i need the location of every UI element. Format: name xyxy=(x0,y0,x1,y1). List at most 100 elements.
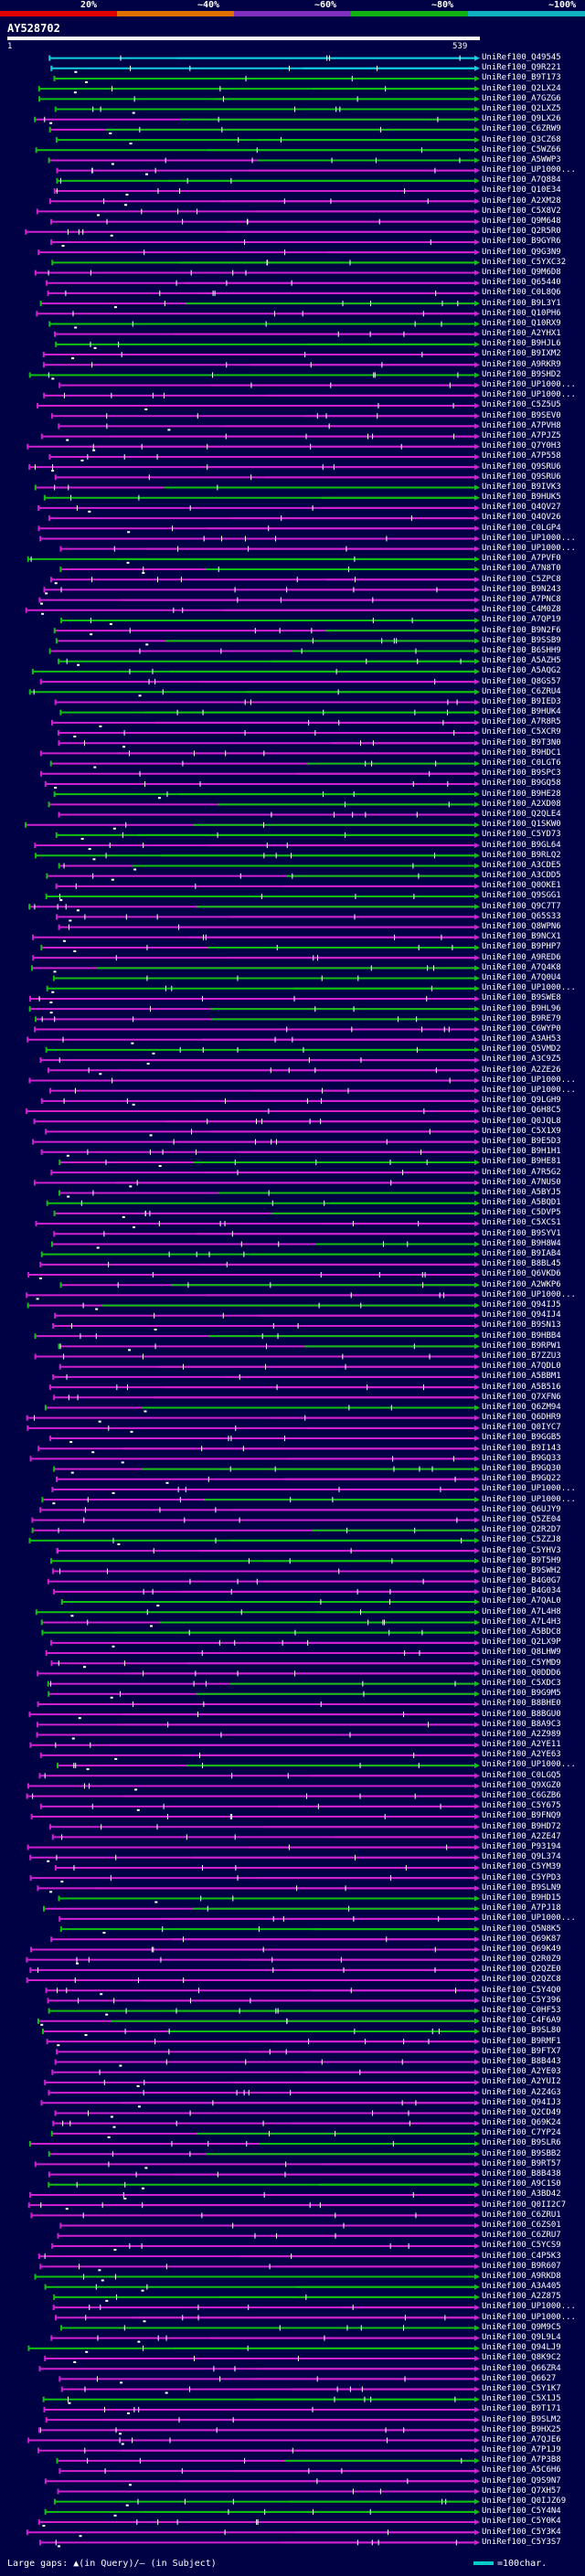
hit-label[interactable]: UniRef100_Q2CD49 xyxy=(482,2107,561,2117)
hit-label[interactable]: UniRef100_C5XCR9 xyxy=(482,727,561,737)
hit-label[interactable]: UniRef100_Q0OKE1 xyxy=(482,881,561,891)
hit-label[interactable]: UniRef100_Q0DDD6 xyxy=(482,1668,561,1678)
hit-label[interactable]: UniRef100_A2YHX1 xyxy=(482,329,561,339)
hit-label[interactable]: UniRef100_B9GL64 xyxy=(482,840,561,850)
hit-label[interactable]: UniRef100_B9NCX1 xyxy=(482,932,561,942)
hit-label[interactable]: UniRef100_A7GZG6 xyxy=(482,93,561,103)
hit-label[interactable]: UniRef100_Q9L9L4 xyxy=(482,2333,561,2343)
hit-label[interactable]: UniRef100_Q8WPN6 xyxy=(482,922,561,932)
hit-label[interactable]: UniRef100_Q6ZM94 xyxy=(482,1402,561,1412)
hit-label[interactable]: UniRef100_B9HDC1 xyxy=(482,747,561,758)
hit-label[interactable]: UniRef100_A2Z989 xyxy=(482,1729,561,1739)
hit-label[interactable]: UniRef100_C5X1J5 xyxy=(482,2394,561,2404)
hit-label[interactable]: UniRef100_Q0JQL8 xyxy=(482,1116,561,1126)
hit-label[interactable]: UniRef100_A7L4H3 xyxy=(482,1617,561,1627)
hit-label[interactable]: UniRef100_UP1000... xyxy=(482,165,576,175)
hit-label[interactable]: UniRef100_A7QP19 xyxy=(482,615,561,625)
hit-label[interactable]: UniRef100_C4M0Z8 xyxy=(482,605,561,615)
hit-label[interactable]: UniRef100_Q0IJZ69 xyxy=(482,2496,567,2507)
hit-label[interactable]: UniRef100_B9PHP7 xyxy=(482,942,561,952)
hit-label[interactable]: UniRef100_UP1000... xyxy=(482,983,576,993)
hit-label[interactable]: UniRef100_B9HD15 xyxy=(482,1892,561,1903)
hit-label[interactable]: UniRef100_A7P558 xyxy=(482,451,561,461)
hit-label[interactable]: UniRef100_C5XDC3 xyxy=(482,1678,561,1688)
hit-label[interactable]: UniRef100_B7ZZU3 xyxy=(482,1351,561,1361)
hit-label[interactable]: UniRef100_C0L8Q6 xyxy=(482,288,561,298)
hit-label[interactable]: UniRef100_Q49545 xyxy=(482,53,561,62)
hit-label[interactable]: UniRef100_Q2LX9P xyxy=(482,1638,561,1648)
hit-label[interactable]: UniRef100_C0LGQ5 xyxy=(482,1770,561,1780)
hit-label[interactable]: UniRef100_C5Y4N4 xyxy=(482,2507,561,2517)
hit-label[interactable]: UniRef100_A5BYJ5 xyxy=(482,1187,561,1197)
hit-label[interactable]: UniRef100_C5YMD9 xyxy=(482,1658,561,1668)
hit-label[interactable]: UniRef100_Q10E34 xyxy=(482,186,561,196)
hit-label[interactable]: UniRef100_C6GZB6 xyxy=(482,1791,561,1801)
hit-label[interactable]: UniRef100_Q4QV27 xyxy=(482,503,561,513)
hit-label[interactable]: UniRef100_C6ZS01 xyxy=(482,2220,561,2230)
hit-label[interactable]: UniRef100_A7NUS0 xyxy=(482,1177,561,1187)
hit-label[interactable]: UniRef100_P93194 xyxy=(482,1841,561,1851)
hit-label[interactable]: UniRef100_Q3CZ68 xyxy=(482,134,561,144)
hit-label[interactable]: UniRef100_C5X8V2 xyxy=(482,206,561,216)
hit-label[interactable]: UniRef100_B9HL96 xyxy=(482,1003,561,1013)
hit-label[interactable]: UniRef100_Q2R5R0 xyxy=(482,227,561,237)
hit-label[interactable]: UniRef100_A7P1J9 xyxy=(482,2445,561,2455)
hit-label[interactable]: UniRef100_Q5VMD2 xyxy=(482,1044,561,1055)
hit-label[interactable]: UniRef100_C0LGP4 xyxy=(482,523,561,533)
hit-label[interactable]: UniRef100_C5ZPC8 xyxy=(482,574,561,584)
hit-label[interactable]: UniRef100_A5WWP3 xyxy=(482,154,561,164)
hit-label[interactable]: UniRef100_C4P5K3 xyxy=(482,2251,561,2261)
hit-label[interactable]: UniRef100_B9T171 xyxy=(482,2404,561,2414)
hit-label[interactable]: UniRef100_Q2R2D7 xyxy=(482,1525,561,1535)
hit-label[interactable]: UniRef100_Q9M648 xyxy=(482,217,561,227)
hit-label[interactable]: UniRef100_Q10PH6 xyxy=(482,308,561,318)
hit-label[interactable]: UniRef100_B8A9C3 xyxy=(482,1719,561,1729)
hit-label[interactable]: UniRef100_B9HE81 xyxy=(482,1157,561,1167)
hit-label[interactable]: UniRef100_A3AH53 xyxy=(482,1034,561,1044)
hit-label[interactable]: UniRef100_A9RKD8 xyxy=(482,2271,561,2281)
hit-label[interactable]: UniRef100_Q2QZC8 xyxy=(482,1975,561,1985)
hit-label[interactable]: UniRef100_A7R5G2 xyxy=(482,1167,561,1177)
hit-label[interactable]: UniRef100_B9RE79 xyxy=(482,1013,561,1023)
hit-label[interactable]: UniRef100_B9SBB2 xyxy=(482,2148,561,2158)
hit-label[interactable]: UniRef100_UP1000... xyxy=(482,1086,576,1096)
hit-label[interactable]: UniRef100_B9N243 xyxy=(482,584,561,594)
hit-label[interactable]: UniRef100_A5AZH5 xyxy=(482,656,561,666)
hit-label[interactable]: UniRef100_A7N8T0 xyxy=(482,564,561,574)
hit-label[interactable]: UniRef100_B9SN13 xyxy=(482,1320,561,1330)
hit-label[interactable]: UniRef100_A2WKP6 xyxy=(482,1279,561,1289)
hit-label[interactable]: UniRef100_A9RKR9 xyxy=(482,359,561,369)
hit-label[interactable]: UniRef100_Q9S9N7 xyxy=(482,2475,561,2486)
hit-label[interactable]: UniRef100_Q9LGH9 xyxy=(482,1096,561,1106)
hit-label[interactable]: UniRef100_Q9G3N9 xyxy=(482,247,561,257)
hit-label[interactable]: UniRef100_B6SHH9 xyxy=(482,645,561,655)
hit-label[interactable]: UniRef100_UP1000... xyxy=(482,1075,576,1085)
hit-label[interactable]: UniRef100_B8BGU0 xyxy=(482,1709,561,1719)
hit-label[interactable]: UniRef100_B9HBB4 xyxy=(482,1330,561,1341)
hit-label[interactable]: UniRef100_Q6UJY9 xyxy=(482,1504,561,1514)
hit-label[interactable]: UniRef100_UP1000... xyxy=(482,533,576,543)
hit-label[interactable]: UniRef100_C5Y3K4 xyxy=(482,2527,561,2537)
hit-label[interactable]: UniRef100_B9SWE8 xyxy=(482,993,561,1003)
hit-label[interactable]: UniRef100_C7YP24 xyxy=(482,2128,561,2138)
hit-label[interactable]: UniRef100_B9GQ58 xyxy=(482,779,561,789)
hit-label[interactable]: UniRef100_B9HX25 xyxy=(482,2424,561,2434)
hit-label[interactable]: UniRef100_Q9XGZ0 xyxy=(482,1780,561,1790)
hit-label[interactable]: UniRef100_UP1000... xyxy=(482,2302,576,2312)
hit-label[interactable]: UniRef100_Q0II2C7 xyxy=(482,2200,567,2210)
hit-label[interactable]: UniRef100_A3C9Z5 xyxy=(482,1055,561,1065)
hit-label[interactable]: UniRef100_C5Y0K4 xyxy=(482,2517,561,2527)
hit-label[interactable]: UniRef100_Q6DHR9 xyxy=(482,1413,561,1423)
hit-label[interactable]: UniRef100_C5YD73 xyxy=(482,830,561,840)
hit-label[interactable]: UniRef100_A2Z875 xyxy=(482,2292,561,2302)
hit-label[interactable]: UniRef100_A7QJE6 xyxy=(482,2434,561,2444)
hit-label[interactable]: UniRef100_A3CDE5 xyxy=(482,860,561,870)
hit-label[interactable]: UniRef100_A7P3B8 xyxy=(482,2455,561,2465)
hit-label[interactable]: UniRef100_B8BHE0 xyxy=(482,1699,561,1709)
hit-label[interactable]: UniRef100_Q94IJ4 xyxy=(482,1310,561,1320)
hit-label[interactable]: UniRef100_A7Q0U4 xyxy=(482,972,561,982)
hit-label[interactable]: UniRef100_UP1000... xyxy=(482,1913,576,1924)
hit-label[interactable]: UniRef100_Q9SRU6 xyxy=(482,472,561,482)
hit-label[interactable]: UniRef100_C0HF53 xyxy=(482,2006,561,2015)
hit-label[interactable]: UniRef100_C6ZRW9 xyxy=(482,124,561,134)
